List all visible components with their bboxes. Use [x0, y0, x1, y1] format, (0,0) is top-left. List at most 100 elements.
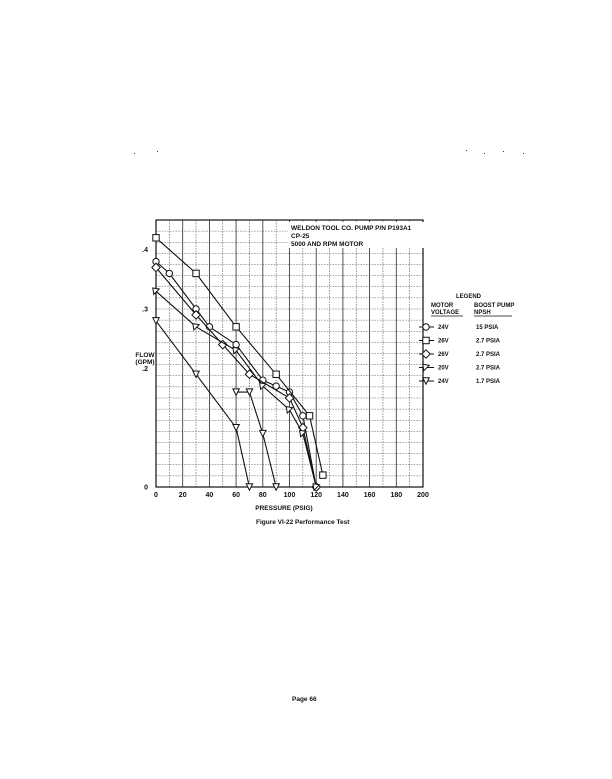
series-6 [232, 388, 281, 492]
data-point [245, 483, 254, 492]
y-tick-label: 0 [144, 485, 148, 492]
legend-voltage: 26V [438, 339, 449, 345]
legend-entry: 26V 2.7 PSIA [419, 349, 501, 359]
y-tick-label: .2 [142, 366, 148, 373]
chart-title-line-2: CP-25 [291, 233, 310, 240]
data-point [192, 370, 201, 379]
legend-entries: 24V 15 PSIA 26V 2.7 PSIA 26V 2.7 PSIA 20V 2.7 P… [419, 323, 501, 386]
scan-speck [523, 153, 524, 154]
scan-speck [503, 151, 504, 152]
legend-col2-header-line-2: NPSH [474, 310, 491, 316]
legend-npsh: 15 PSIA [476, 325, 499, 331]
data-point [191, 310, 201, 320]
data-point [259, 382, 268, 391]
series-layer [151, 234, 327, 492]
legend-voltage: 24V [438, 325, 449, 331]
legend-entry: 24V 1.7 PSIA [419, 377, 501, 386]
data-point [299, 429, 308, 438]
legend: LEGEND MOTOR VOLTAGE BOOST PUMP NPSH 24V… [419, 287, 524, 387]
data-point [152, 234, 160, 242]
legend-col2-header-line-1: BOOST PUMP [474, 303, 514, 309]
figure-caption: Figure VI-22 Performance Test [256, 519, 350, 526]
legend-npsh: 2.7 PSIA [476, 339, 501, 345]
data-point [245, 388, 254, 397]
x-tick-label: 100 [284, 492, 296, 499]
data-point [217, 339, 228, 350]
scan-speck [134, 153, 135, 154]
series-5 [151, 317, 254, 492]
data-point [299, 412, 307, 420]
data-point [272, 382, 280, 390]
data-point [232, 388, 241, 397]
chart-title-box: WELDON TOOL CO. PUMP P/N P193A1 CP-25 50… [288, 222, 430, 248]
legend-background [424, 287, 524, 387]
y-axis-label-line-1: FLOW [135, 352, 155, 359]
series-line [155, 237, 324, 476]
legend-col1-header-line-2: VOLTAGE [431, 310, 459, 316]
legend-npsh: 2.7 PSIA [476, 366, 501, 372]
data-point [232, 423, 241, 432]
y-tick-label: .3 [142, 307, 148, 314]
legend-entry: 24V 15 PSIA [419, 323, 499, 331]
data-point [151, 262, 161, 273]
x-tick-label: 80 [259, 492, 267, 499]
data-point [192, 323, 201, 332]
series-line [155, 261, 317, 488]
chart-title-background [288, 222, 430, 248]
data-point [151, 317, 161, 326]
legend-marker [422, 336, 430, 345]
data-point [258, 429, 267, 438]
data-point [152, 287, 161, 296]
data-point [232, 323, 240, 331]
scan-speck [484, 153, 485, 154]
data-point [232, 340, 240, 349]
legend-marker [422, 323, 430, 331]
scan-speck [466, 150, 467, 151]
legend-npsh: 2.7 PSIA [476, 352, 501, 358]
y-tick-label: .4 [142, 247, 148, 254]
x-tick-label: 40 [206, 492, 214, 499]
tick-label-layer: 0 20 40 60 80 100 120 140 160 180 200 0 .2 .3 .4 [142, 247, 429, 499]
y-axis-label: FLOW (GPM) [135, 352, 155, 366]
x-axis-label: PRESSURE (PSIG) [255, 505, 312, 512]
scan-speck [157, 151, 158, 152]
legend-npsh: 1.7 PSIA [476, 379, 501, 385]
legend-entry: 26V 2.7 PSIA [419, 336, 501, 345]
series-2 [152, 234, 327, 479]
data-point [232, 346, 241, 355]
x-tick-label: 120 [310, 492, 322, 499]
legend-marker [422, 363, 431, 372]
grid-layer [155, 219, 424, 488]
series-4 [152, 287, 321, 492]
legend-col1-header-line-1: MOTOR [431, 303, 454, 309]
x-tick-label: 140 [337, 492, 349, 499]
chart-title-line-3: 5000 AND RPM MOTOR [291, 241, 364, 248]
data-point [272, 370, 280, 378]
data-point [165, 269, 174, 278]
x-tick-label: 60 [232, 492, 240, 499]
x-tick-label: 0 [154, 492, 158, 499]
x-tick-label: 20 [179, 492, 187, 499]
data-point [305, 412, 314, 420]
data-point [284, 393, 295, 403]
legend-entry: 20V 2.7 PSIA [419, 363, 501, 372]
x-tick-label: 180 [390, 492, 402, 499]
chart-title-line-1: WELDON TOOL CO. PUMP P/N P193A1 [291, 225, 412, 232]
series-line [155, 320, 250, 488]
page-number: Page 66 [292, 696, 317, 703]
legend-marker [421, 377, 431, 386]
x-tick-label: 200 [417, 492, 429, 499]
data-point [312, 483, 321, 492]
data-point [319, 471, 327, 479]
legend-voltage: 24V [438, 379, 449, 385]
x-tick-label: 160 [364, 492, 376, 499]
series-line [236, 391, 277, 488]
data-point [285, 406, 294, 415]
legend-marker [421, 349, 431, 359]
legend-voltage: 26V [438, 352, 449, 358]
data-point [192, 269, 200, 278]
legend-voltage: 20V [438, 366, 449, 372]
legend-title: LEGEND [456, 294, 482, 300]
data-point [272, 483, 281, 492]
